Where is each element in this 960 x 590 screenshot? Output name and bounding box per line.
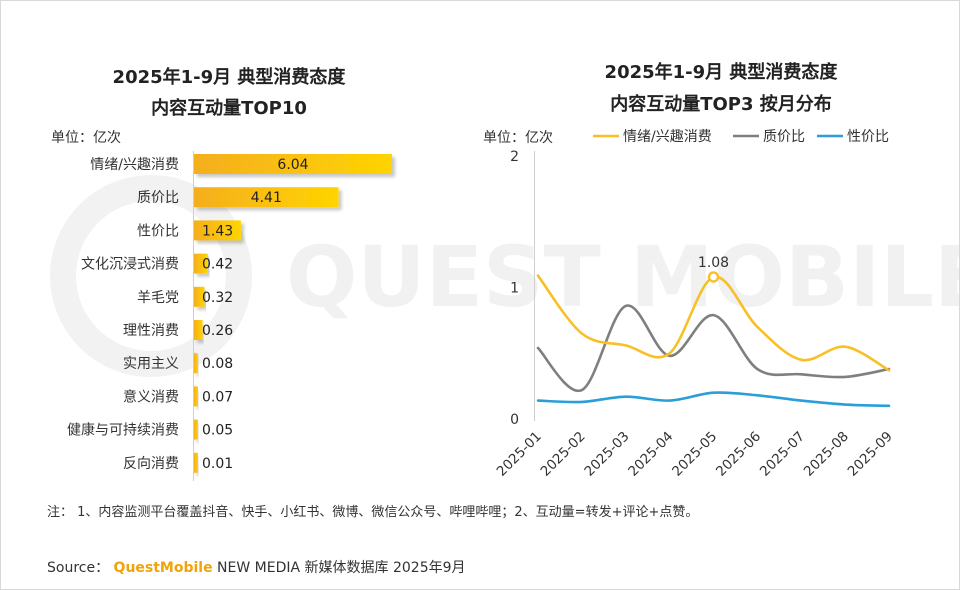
bar-value-label: 0.05 <box>202 423 233 439</box>
legend-label: 性价比 <box>847 129 889 145</box>
watermark-logo-ring <box>50 175 252 377</box>
x-tick-label: 2025-09 <box>845 429 896 480</box>
source-brand: QuestMobile <box>113 560 213 576</box>
legend-label: 质价比 <box>763 129 805 145</box>
x-tick-label: 2025-07 <box>757 429 808 480</box>
legend-label: 情绪/兴趣消费 <box>623 129 712 145</box>
bar-category-label: 质价比 <box>137 190 179 206</box>
bar-category-label: 健康与可持续消费 <box>67 422 179 439</box>
y-tick-label: 2 <box>510 149 519 165</box>
source-text: NEW MEDIA 新媒体数据库 2025年9月 <box>212 560 466 576</box>
bar-value-label: 0.07 <box>202 389 233 405</box>
bar-value-label: 0.42 <box>202 257 233 273</box>
bar <box>194 452 198 473</box>
bar-category-label: 理性消费 <box>123 323 179 339</box>
bar-category-label: 情绪/兴趣消费 <box>90 157 179 173</box>
bar <box>194 154 392 174</box>
bar-category-label: 文化沉浸式消费 <box>81 257 179 273</box>
bar-value-label: 0.08 <box>202 356 233 372</box>
bar-category-label: 实用主义 <box>123 356 179 372</box>
annotation-marker <box>707 271 720 283</box>
bar-value-label: 6.04 <box>277 157 308 173</box>
x-tick-label: 2025-05 <box>669 429 720 480</box>
x-tick-label: 2025-01 <box>494 429 545 480</box>
left-chart-unit-label: 单位：亿次 <box>51 130 121 146</box>
bar <box>194 253 208 274</box>
bar <box>194 187 339 208</box>
bar-category-label: 意义消费 <box>123 388 179 405</box>
bar-value-label: 4.41 <box>251 190 282 206</box>
y-tick-label: 1 <box>510 281 519 297</box>
footnote: 注： 1、内容监测平台覆盖抖音、快手、小红书、微博、微信公众号、哔哩哔哩；2、互… <box>47 505 699 520</box>
bar <box>194 386 198 407</box>
x-tick-label: 2025-02 <box>538 429 589 480</box>
y-tick-label: 0 <box>510 412 519 428</box>
right-chart-unit-label: 单位：亿次 <box>483 130 553 146</box>
bar <box>194 320 203 340</box>
left-chart-title-line1: 2025年1-9月 典型消费态度 <box>113 66 347 88</box>
bar-category-label: 反向消费 <box>123 456 179 472</box>
legend: 情绪/兴趣消费 质价比 性价比 <box>593 129 889 145</box>
bar-value-label: 0.32 <box>202 290 233 306</box>
x-tick-label: 2025-06 <box>713 429 764 480</box>
bar-value-label: 0.26 <box>202 323 233 339</box>
x-tick-label: 2025-03 <box>581 429 632 480</box>
right-chart-title-line1: 2025年1-9月 典型消费态度 <box>605 61 839 83</box>
annotation-label: 1.08 <box>698 255 729 271</box>
right-chart-title-line2: 内容互动量TOP3 按月分布 <box>610 93 832 115</box>
source-label: Source： <box>47 560 110 576</box>
bar <box>194 353 198 374</box>
x-tick-label: 2025-08 <box>801 429 852 480</box>
line-series <box>536 391 891 408</box>
bar-value-label: 1.43 <box>202 223 233 239</box>
bar <box>194 419 198 440</box>
bar-category-label: 羊毛党 <box>137 290 179 306</box>
source-line: Source： QuestMobile NEW MEDIA 新媒体数据库 202… <box>47 557 466 577</box>
bar <box>194 286 205 307</box>
line-series <box>536 304 891 392</box>
bar <box>194 220 241 241</box>
bar-category-label: 性价比 <box>137 223 179 239</box>
left-chart-title-line2: 内容互动量TOP10 <box>151 97 307 119</box>
bar-value-label: 0.01 <box>202 456 233 472</box>
x-tick-label: 2025-04 <box>625 429 676 480</box>
watermark-text: QUEST MOBILE <box>286 228 959 326</box>
